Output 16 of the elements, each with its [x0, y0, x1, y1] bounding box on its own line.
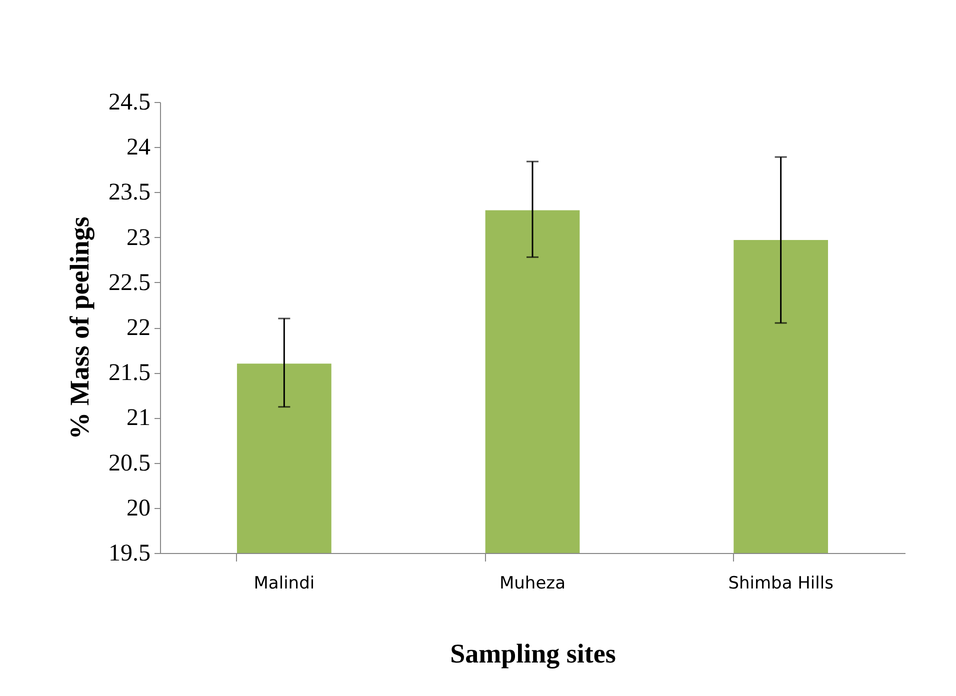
x-tick-label: Shimba Hills — [728, 574, 834, 594]
y-tick-label: 19.5 — [108, 540, 150, 566]
y-tick-label: 20.5 — [108, 450, 150, 476]
y-tick-label: 24.5 — [108, 90, 150, 116]
y-tick-label: 24 — [126, 134, 150, 161]
y-tick-label: 23.5 — [108, 180, 150, 206]
y-tick-label: 20 — [126, 495, 150, 522]
y-tick-label: 21.5 — [108, 360, 150, 386]
y-tick-label: 22 — [126, 315, 150, 341]
y-tick-label: 22.5 — [108, 270, 150, 296]
x-tick-label: Muheza — [499, 574, 566, 594]
y-tick-label: 23 — [126, 224, 150, 251]
x-axis-title: Sampling sites — [450, 638, 616, 668]
y-axis-title: % Mass of peelings — [64, 216, 94, 440]
y-tick-label: 21 — [126, 405, 150, 432]
x-tick-label: Malindi — [254, 574, 315, 594]
